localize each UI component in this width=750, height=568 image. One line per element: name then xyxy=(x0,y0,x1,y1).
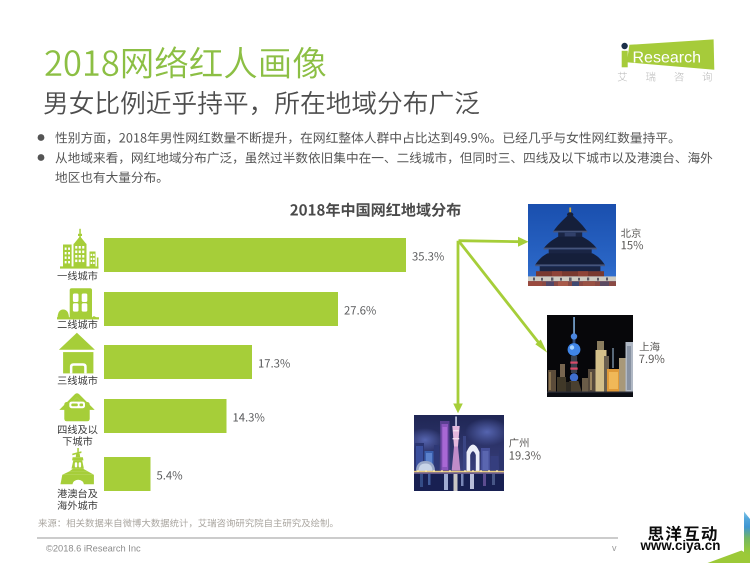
svg-text:©2018.6 iResearch Inc: ©2018.6 iResearch Inc xyxy=(46,544,141,554)
svg-text:v: v xyxy=(612,543,617,553)
svg-text:Research: Research xyxy=(633,50,701,67)
svg-text:www.ciya.cn: www.ciya.cn xyxy=(640,538,721,553)
